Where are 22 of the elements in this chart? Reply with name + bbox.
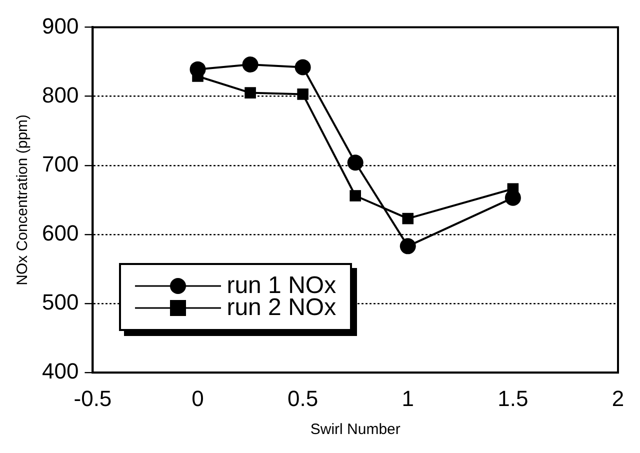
x-tick-label: 1 bbox=[402, 386, 414, 411]
x-tick-label: 2 bbox=[612, 386, 624, 411]
x-tick-label: 0.5 bbox=[288, 386, 318, 411]
y-tick-label: 900 bbox=[42, 13, 79, 38]
point bbox=[244, 87, 256, 98]
point bbox=[350, 190, 362, 202]
x-tick-label: 1.5 bbox=[498, 386, 528, 411]
y-tick-label: 700 bbox=[42, 151, 79, 176]
y-tick-label: 800 bbox=[42, 82, 79, 108]
x-tick-label: 0 bbox=[192, 386, 204, 411]
point bbox=[242, 56, 258, 73]
x-tick-label: -0.5 bbox=[74, 386, 112, 411]
point bbox=[294, 59, 311, 76]
y-tick-label: 400 bbox=[42, 358, 79, 384]
y-tick-label: 600 bbox=[42, 220, 79, 246]
y-axis-title: NOx Concentration (ppm) bbox=[14, 114, 32, 286]
point bbox=[400, 238, 416, 254]
point bbox=[297, 88, 308, 100]
point bbox=[347, 154, 364, 171]
y-tick-label: 500 bbox=[42, 290, 79, 315]
point bbox=[402, 212, 414, 224]
x-axis-title: Swirl Number bbox=[310, 421, 400, 438]
